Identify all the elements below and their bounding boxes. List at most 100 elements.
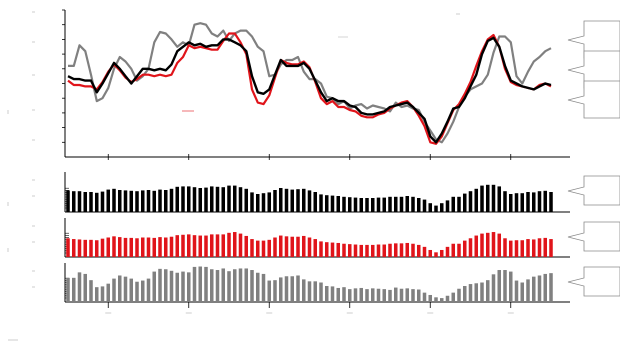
- bar-gray-31: [244, 268, 249, 302]
- bar-red-8: [112, 236, 116, 257]
- bar-red-40: [296, 236, 300, 257]
- bar-gray-67: [451, 292, 456, 302]
- bar-gray-72: [480, 282, 484, 302]
- bar-gray-74: [491, 274, 496, 302]
- bar-gray-79: [520, 282, 525, 302]
- bar-gray-18: [169, 270, 174, 302]
- bar-black-66: [445, 200, 450, 212]
- bar-black-29: [232, 185, 237, 212]
- bar-red-4: [89, 239, 93, 257]
- bar-gray-51: [359, 287, 364, 302]
- main-y-ticks: [62, 9, 65, 143]
- bar-red-26: [215, 234, 220, 257]
- bar-black-50: [353, 197, 358, 212]
- bar-gray-8: [112, 278, 116, 302]
- bar-black-77: [508, 194, 513, 212]
- bar-black-78: [514, 193, 519, 212]
- bar-red-6: [100, 238, 105, 257]
- bar-black-14: [146, 190, 151, 212]
- bar-gray-40: [296, 275, 300, 302]
- bar-black-20: [181, 186, 185, 212]
- bar-red-11: [129, 237, 134, 257]
- bar-red-5: [94, 240, 99, 257]
- bar-black-49: [347, 197, 352, 212]
- bar-black-57: [393, 196, 398, 212]
- bar-red-62: [422, 246, 427, 257]
- bar-black-75: [497, 186, 502, 212]
- bar-red-22: [192, 235, 197, 257]
- bar-gray-45: [324, 286, 329, 302]
- bar-black-13: [140, 190, 145, 212]
- bar-black-64: [434, 205, 438, 212]
- bar-gray-81: [531, 276, 536, 302]
- bar-gray-83: [543, 273, 548, 302]
- bar-red-63: [428, 249, 433, 257]
- bar-gray-78: [514, 280, 519, 302]
- bar-red-35: [267, 239, 272, 257]
- bar-panel-black: [32, 172, 570, 213]
- bar-gray-38: [284, 276, 289, 302]
- bar-red-42: [307, 237, 312, 257]
- bar-gray-12: [135, 281, 139, 302]
- bar-red-74: [491, 232, 496, 257]
- bar-black-51: [359, 198, 364, 212]
- bar-gray-48: [342, 287, 346, 302]
- bar-gray-22: [192, 266, 197, 302]
- series-line-black: [67, 36, 552, 144]
- bar-black-61: [416, 198, 421, 212]
- bar-gray-1: [71, 277, 76, 302]
- bar-black-23: [198, 188, 203, 212]
- bar-red-29: [232, 232, 237, 257]
- bar-gray-34: [261, 273, 266, 302]
- bar-black-48: [342, 196, 346, 212]
- bar-black-84: [549, 192, 553, 212]
- bar-gray-7: [106, 283, 111, 302]
- bar-gray-56: [388, 289, 392, 302]
- bar-gray-4: [89, 280, 93, 302]
- x-axis-ticks: [105, 154, 514, 314]
- bar-gray-20: [181, 271, 185, 302]
- bar-gray-30: [238, 268, 243, 302]
- bar-red-38: [284, 236, 289, 257]
- bar-red-28: [227, 232, 231, 257]
- bar-black-44: [319, 194, 323, 212]
- bar-black-10: [123, 190, 128, 212]
- callout-box-3: [567, 80, 620, 119]
- bar-red-31: [244, 235, 249, 257]
- bar-black-82: [537, 191, 542, 212]
- bar-black-79: [520, 193, 525, 212]
- bar-gray-63: [428, 294, 433, 302]
- bar-gray-32: [250, 270, 254, 302]
- bar-red-49: [347, 244, 352, 257]
- bar-black-46: [330, 195, 335, 212]
- bar-gray-84: [549, 273, 553, 302]
- bar-red-76: [503, 238, 507, 257]
- bar-red-54: [376, 244, 381, 257]
- bar-black-39: [290, 189, 295, 212]
- bar-gray-50: [353, 288, 358, 302]
- bar-gray-26: [215, 270, 220, 302]
- bar-red-16: [158, 237, 162, 257]
- bar-red-32: [250, 239, 254, 257]
- bar-gray-5: [94, 287, 99, 302]
- bar-gray-59: [405, 288, 410, 302]
- bar-red-18: [169, 236, 174, 257]
- bar-black-34: [261, 193, 266, 212]
- bar-red-84: [549, 239, 553, 257]
- bar-red-48: [342, 243, 346, 257]
- bar-black-5: [94, 192, 99, 212]
- bar-red-43: [313, 239, 318, 257]
- bar-gray-52: [365, 289, 369, 302]
- bar-red-19: [175, 235, 180, 257]
- bar-black-25: [209, 186, 214, 212]
- bar-red-64: [434, 252, 438, 257]
- bar-gray-21: [186, 272, 191, 302]
- bar-black-71: [474, 188, 479, 212]
- bar-black-6: [100, 191, 105, 212]
- bar-gray-41: [301, 279, 306, 302]
- bar-black-69: [462, 193, 467, 212]
- bar-gray-58: [399, 288, 404, 302]
- bar-red-9: [117, 237, 122, 257]
- bar-black-54: [376, 197, 381, 212]
